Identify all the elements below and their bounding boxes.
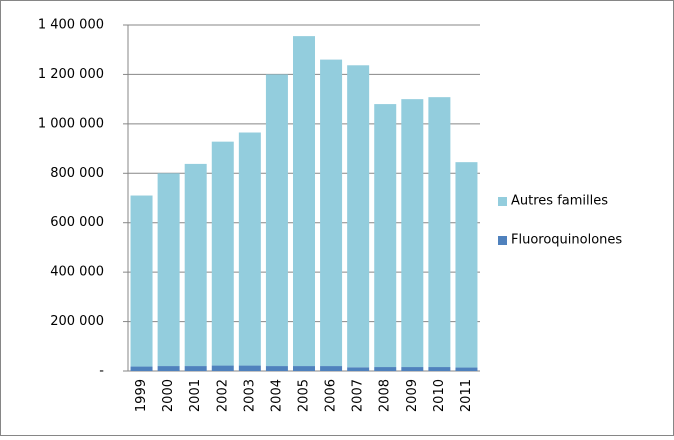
bar-segment <box>428 97 451 368</box>
legend-swatch <box>498 236 507 245</box>
x-tick-label: 2005 <box>297 379 312 412</box>
bar-segment <box>157 173 180 367</box>
legend-label: Autres familles <box>511 194 608 209</box>
x-tick-label: 2006 <box>324 379 339 412</box>
bar-segment <box>293 366 315 371</box>
bar-segment <box>374 367 397 371</box>
bar-segment <box>211 141 234 366</box>
x-tick-label: 2007 <box>351 379 366 412</box>
x-tick-label: 2010 <box>432 379 447 412</box>
y-tick-label: 800 000 <box>50 166 104 181</box>
bar-segment <box>238 132 261 366</box>
bar-segment <box>320 59 343 367</box>
x-tick-label: 2004 <box>269 379 284 412</box>
bar-segment <box>265 74 288 367</box>
bar-segment <box>293 36 315 367</box>
x-tick-label: 2001 <box>188 379 203 412</box>
bar-segment <box>347 65 370 368</box>
bar-segment <box>265 366 288 371</box>
bar-segment <box>374 104 397 368</box>
bar-segment <box>428 367 451 371</box>
bar-segment <box>238 365 261 371</box>
y-tick-label: - <box>99 364 104 379</box>
bar-segment <box>401 99 424 368</box>
y-tick-label: 200 000 <box>50 314 104 329</box>
x-tick-label: 1999 <box>134 379 149 412</box>
bar-segment <box>320 366 343 371</box>
bar-segment <box>157 366 180 371</box>
bar-segment <box>130 366 153 371</box>
y-tick-label: 1 400 000 <box>38 18 104 33</box>
bar-segment <box>455 162 478 368</box>
bar-segment <box>130 195 153 367</box>
y-tick-label: 600 000 <box>50 215 104 230</box>
bar-segment <box>211 365 234 371</box>
bar-segment <box>184 366 207 371</box>
x-tick-label: 2009 <box>405 379 420 412</box>
y-tick-label: 1 200 000 <box>38 67 104 82</box>
y-tick-label: 1 000 000 <box>38 116 104 131</box>
legend-swatch <box>498 197 507 206</box>
x-tick-label: 2003 <box>242 379 257 412</box>
bar-segment <box>455 367 478 371</box>
x-tick-label: 2000 <box>161 379 176 412</box>
bar-segment <box>347 367 370 371</box>
legend-label: Fluoroquinolones <box>511 233 622 248</box>
y-tick-label: 400 000 <box>50 265 104 280</box>
bar-segment <box>184 163 207 367</box>
bar-segment <box>401 367 424 371</box>
x-tick-label: 2002 <box>215 379 230 412</box>
x-tick-label: 2011 <box>459 379 474 412</box>
x-tick-label: 2008 <box>378 379 393 412</box>
